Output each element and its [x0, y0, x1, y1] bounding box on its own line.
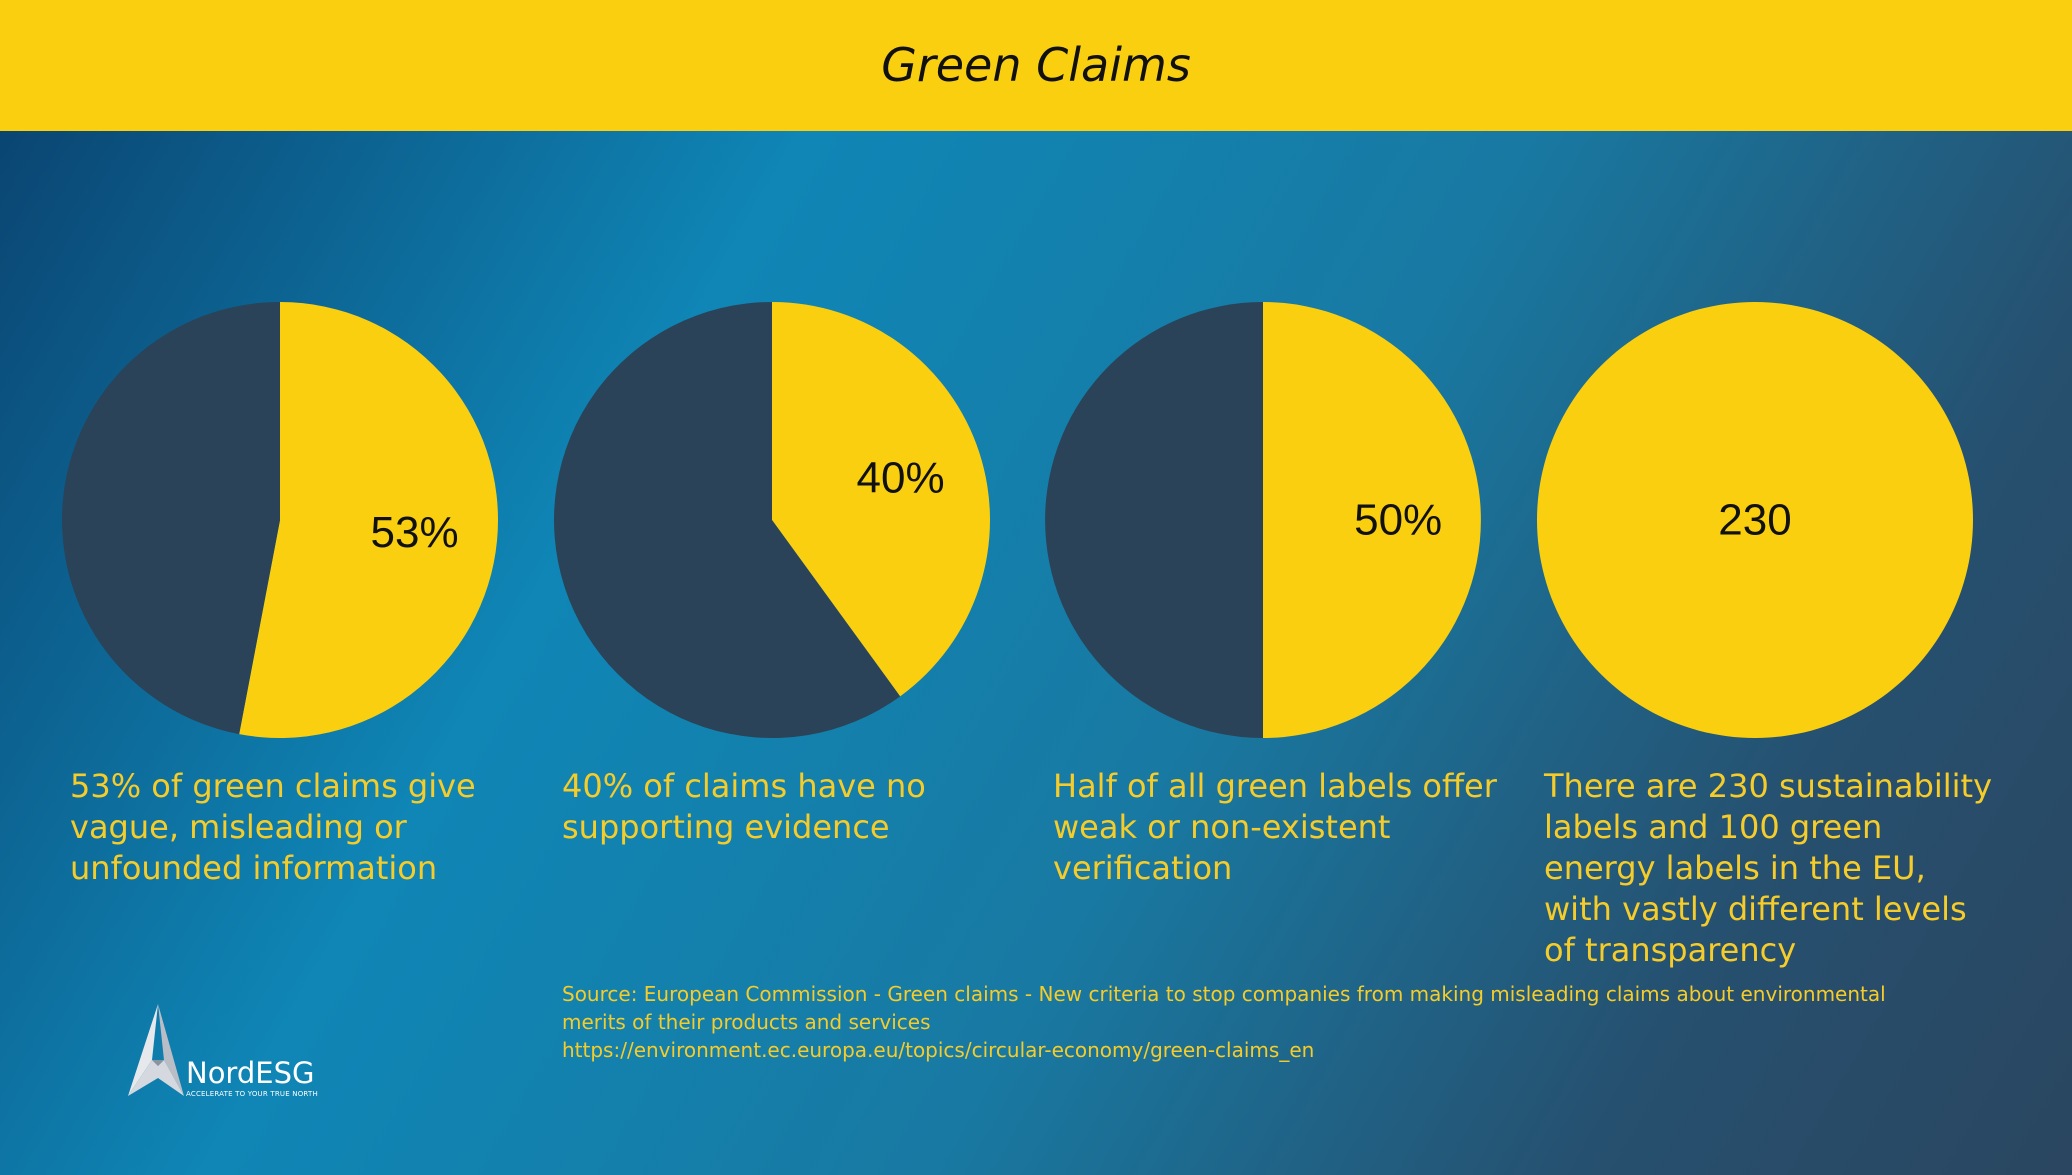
source-url[interactable]: https://environment.ec.europa.eu/topics/… [562, 1038, 1315, 1062]
pie-value-label: 50% [1354, 496, 1442, 545]
logo-tagline: ACCELERATE TO YOUR TRUE NORTH [186, 1090, 318, 1098]
pie-slice-highlight [1536, 302, 1973, 738]
pie-value-label: 40% [857, 454, 945, 503]
pie-value-label: 53% [371, 508, 459, 557]
caption-weak-verification: Half of all green labels offer weak or n… [1053, 767, 1497, 887]
nordesg-logo: NordESG ACCELERATE TO YOUR TRUE NORTH [128, 1004, 328, 1100]
logo-wordmark: NordESG [186, 1056, 315, 1090]
pie-slice-remainder [1045, 302, 1263, 738]
caption-no-evidence: 40% of claims have no supporting evidenc… [562, 767, 926, 846]
pie-slice-highlight [772, 302, 990, 697]
source-citation: Source: European Commission - Green clai… [562, 980, 1962, 1064]
pie-slice-highlight [1263, 302, 1481, 738]
pie-slice-remainder [62, 302, 281, 735]
pie-slice-highlight [239, 302, 499, 738]
pie-chart-no-evidence: 40% [553, 302, 990, 738]
page-title: Green Claims [881, 38, 1191, 92]
source-text-line-2: merits of their products and services [562, 1010, 931, 1034]
caption-label-count: There are 230 sustainability labels and … [1544, 767, 1993, 969]
pie-chart-label-count: 230 [1536, 302, 1973, 738]
pie-value-label: 230 [1718, 496, 1791, 545]
pie-slice-remainder [553, 302, 901, 738]
header-bar [0, 0, 2072, 131]
caption-claims-vague: 53% of green claims give vague, misleadi… [70, 767, 476, 887]
pie-chart-weak-verification: 50% [1045, 302, 1481, 738]
pie-chart-claims-vague: 53% [62, 302, 499, 738]
source-text-line-1: Source: European Commission - Green clai… [562, 982, 1886, 1006]
compass-arrow-icon [128, 1004, 184, 1096]
